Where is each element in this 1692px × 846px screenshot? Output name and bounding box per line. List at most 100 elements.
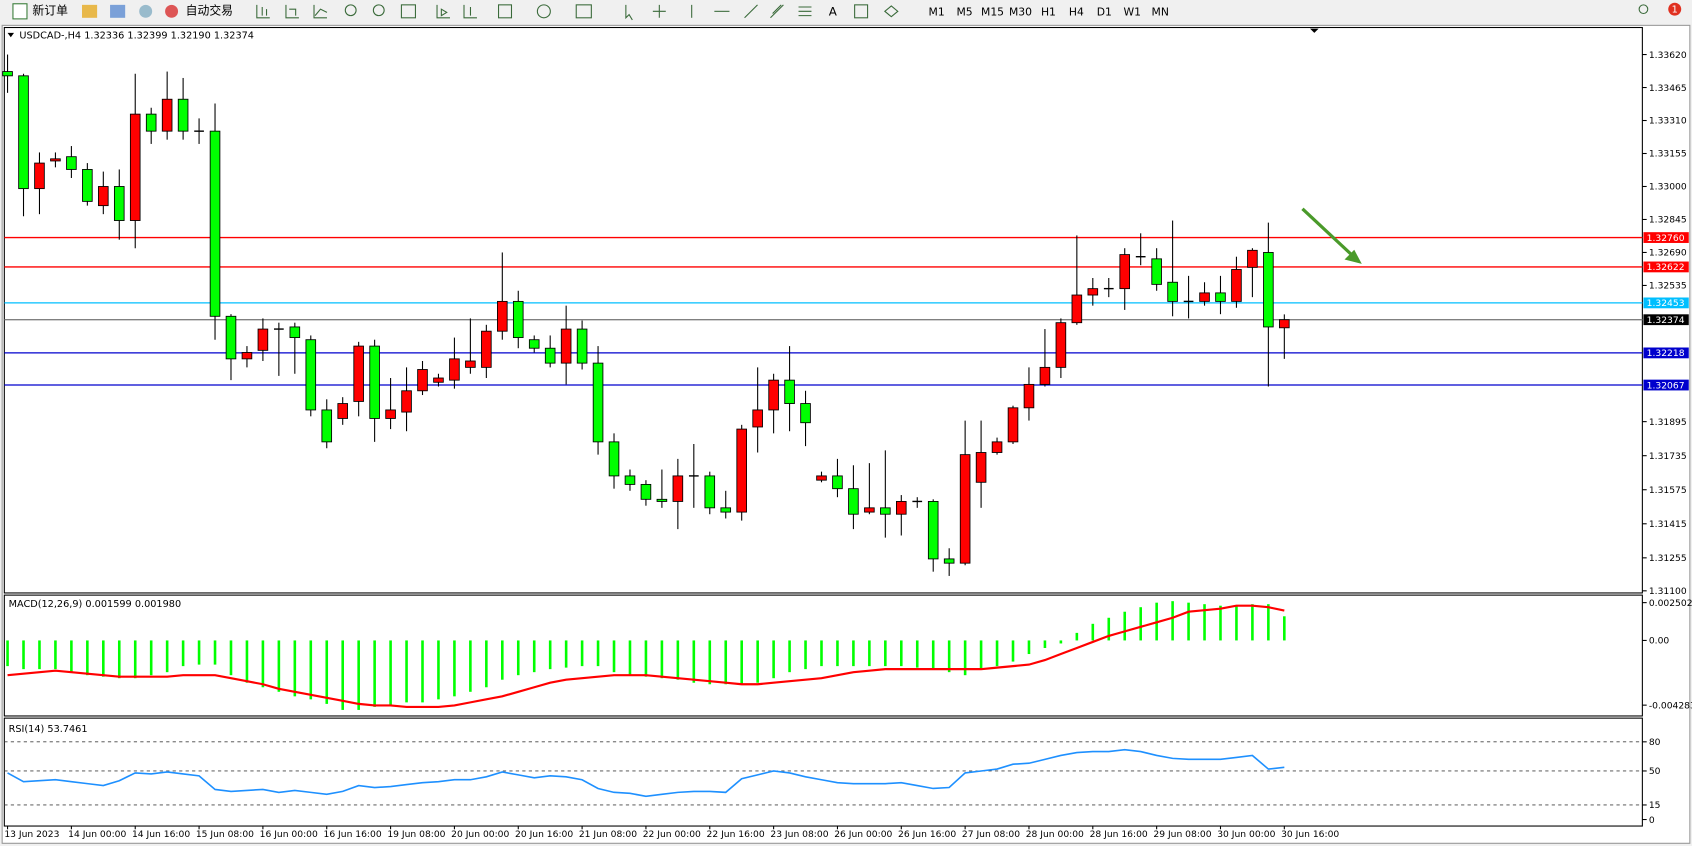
text-tool[interactable]: A xyxy=(829,5,838,19)
x-tick-label: 23 Jun 08:00 xyxy=(770,829,828,840)
auto-trading-icon[interactable] xyxy=(165,4,179,18)
macd-bar xyxy=(421,640,424,703)
macd-bar xyxy=(1011,640,1015,662)
macd-bar xyxy=(1219,605,1222,641)
candle-body xyxy=(177,98,189,132)
candle-body xyxy=(401,390,412,413)
x-tick-label: 26 Jun 16:00 xyxy=(898,829,956,840)
macd-bar xyxy=(181,640,185,667)
macd-bar xyxy=(564,640,568,668)
macd-bar xyxy=(788,640,791,673)
macd-bar xyxy=(1251,604,1254,641)
x-tick-label: 26 Jun 00:00 xyxy=(834,829,892,840)
x-tick-label: 19 Jun 08:00 xyxy=(387,829,445,840)
signal-value: 0.001980 xyxy=(135,599,181,610)
timeframe[interactable]: M1 xyxy=(929,6,945,19)
rsi-value: 53.7461 xyxy=(47,724,87,735)
macd-bar xyxy=(580,640,584,667)
candle-body xyxy=(1215,292,1226,302)
candle-body xyxy=(82,169,93,202)
candle-body xyxy=(98,186,109,207)
candle-body xyxy=(592,362,604,443)
level-label-box xyxy=(1643,347,1689,359)
y-tick-label: 0.00 xyxy=(1649,636,1670,647)
macd-bar xyxy=(229,640,233,676)
timeframe[interactable]: M15 xyxy=(981,6,1004,19)
macd-title: MACD(12,26,9) xyxy=(9,599,83,610)
macd-bar xyxy=(628,640,632,676)
macd-bar xyxy=(86,640,89,676)
candle-body xyxy=(129,113,141,221)
candle-body xyxy=(656,498,668,502)
rsi-panel xyxy=(3,717,1643,827)
symbol: USDCAD-,H4 xyxy=(19,30,81,41)
rsi-title: RSI(14) xyxy=(9,724,45,735)
level-label-box xyxy=(1643,261,1689,273)
macd-bar xyxy=(357,640,360,710)
candle-body xyxy=(943,558,955,564)
macd-bar xyxy=(915,640,919,668)
macd-bar xyxy=(1091,623,1095,641)
macd-bar xyxy=(772,640,775,679)
macd-bar xyxy=(1027,640,1031,655)
tool-icons[interactable] xyxy=(256,4,1649,21)
timeframe[interactable]: M30 xyxy=(1009,6,1032,19)
arrow-shaft xyxy=(1301,207,1353,256)
candle-body xyxy=(800,403,811,424)
annotation-arrow xyxy=(1301,207,1362,264)
badge[interactable]: 1 xyxy=(1672,4,1678,15)
chart-header: USDCAD-,H4 1.32336 1.32399 1.32190 1.323… xyxy=(19,30,254,41)
candle-body xyxy=(896,501,907,515)
macd-bar xyxy=(149,640,153,676)
candle-body xyxy=(560,328,572,364)
new-order-icon[interactable] xyxy=(12,3,28,20)
y-tick-label: 0.002502 xyxy=(1649,598,1692,609)
macd-bar xyxy=(1107,617,1111,641)
level-label-box xyxy=(1643,314,1689,326)
candle-body xyxy=(417,369,428,392)
macd-value: 0.001599 xyxy=(85,599,131,610)
panel-menu[interactable] xyxy=(7,32,15,38)
macd-bar xyxy=(54,640,57,670)
level-label: 1.32760 xyxy=(1647,233,1685,244)
timeframe[interactable]: M5 xyxy=(957,6,973,19)
candle-body xyxy=(465,360,476,368)
candle-body xyxy=(257,328,269,351)
timeframe[interactable]: MN xyxy=(1152,6,1169,19)
candle-body xyxy=(289,326,301,339)
candle-body xyxy=(1151,258,1162,285)
icon[interactable] xyxy=(110,4,126,18)
candle-body xyxy=(66,156,77,170)
signal-line xyxy=(7,604,1285,708)
icon[interactable] xyxy=(82,4,98,18)
candle-body xyxy=(161,98,173,132)
timeframe[interactable]: H4 xyxy=(1069,6,1084,19)
candle-body xyxy=(975,452,987,483)
y-tick-label: 50 xyxy=(1649,766,1661,777)
rsi-line xyxy=(7,748,1285,798)
macd-bar xyxy=(165,640,169,673)
candle-body xyxy=(497,300,508,332)
y-tick-label: 1.33155 xyxy=(1649,149,1687,160)
macd-bar xyxy=(660,640,664,679)
y-tick-label: -0.004283 xyxy=(1649,700,1692,711)
macd-bar xyxy=(724,640,728,685)
macd-bar xyxy=(820,640,823,667)
timeframe[interactable]: W1 xyxy=(1124,6,1142,19)
candle-body xyxy=(991,441,1003,453)
timeframe[interactable]: H1 xyxy=(1041,6,1056,19)
macd-bar xyxy=(1171,601,1174,641)
macd-bar xyxy=(213,640,217,665)
auto-trading[interactable]: 自动交易 xyxy=(186,4,233,18)
candle-body xyxy=(1263,252,1274,328)
timeframe[interactable]: D1 xyxy=(1097,6,1112,19)
level-label: 1.32067 xyxy=(1647,380,1685,391)
icon[interactable] xyxy=(139,4,153,18)
new-order[interactable]: 新订单 xyxy=(32,4,68,18)
x-tick-label: 30 Jun 00:00 xyxy=(1217,829,1275,840)
macd-bar xyxy=(341,640,345,710)
macd-bar xyxy=(532,640,536,673)
macd-bar xyxy=(836,640,839,667)
macd-bar xyxy=(309,640,313,700)
